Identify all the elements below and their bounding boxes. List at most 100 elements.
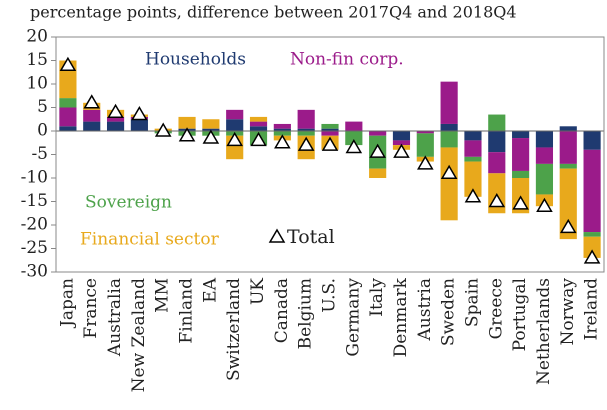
- bar-segment: [59, 126, 77, 131]
- x-tick-label: Germany: [343, 278, 363, 357]
- x-tick-label: Italy: [367, 278, 387, 317]
- bar-segment: [59, 107, 77, 127]
- bar-segment: [416, 131, 434, 134]
- bar-segment: [106, 121, 125, 131]
- total-marker: [321, 136, 339, 151]
- bar-segment: [106, 116, 125, 122]
- total-marker: [488, 193, 506, 208]
- x-tick-label: Australia: [105, 278, 125, 357]
- x-tick-label: Finland: [177, 278, 197, 344]
- x-tick-label: Japan: [57, 278, 77, 329]
- bar-segment: [83, 121, 101, 131]
- bar-segment: [297, 131, 315, 136]
- bar-segment: [83, 109, 101, 122]
- bar-segment: [297, 109, 315, 129]
- bar-segment: [226, 119, 244, 131]
- bar-segment: [464, 131, 482, 141]
- bar-segment: [512, 131, 530, 139]
- total-marker: [274, 134, 291, 149]
- total-marker: [583, 249, 601, 264]
- bar-segment: [440, 131, 458, 148]
- bar-segment: [583, 131, 601, 150]
- bar-segment: [321, 123, 339, 129]
- bar-segment: [178, 116, 196, 129]
- total-marker: [59, 56, 77, 71]
- total-marker: [226, 131, 244, 147]
- total-marker: [345, 138, 363, 154]
- y-tick-label: 5: [37, 97, 48, 117]
- y-tick-label: -30: [21, 262, 48, 282]
- bar-segment: [464, 156, 482, 162]
- x-tick-label: Portugal: [510, 278, 530, 351]
- bar-segment: [59, 98, 77, 108]
- bar-segment: [488, 152, 506, 174]
- legend-marker: [268, 228, 286, 243]
- x-tick-label: Norway: [558, 278, 578, 346]
- y-tick-label: -15: [21, 191, 48, 211]
- bar-segment: [559, 163, 577, 169]
- total-marker: [559, 218, 577, 234]
- bar-segment: [535, 131, 554, 148]
- bar-segment: [488, 131, 506, 153]
- plot-frame: [55, 36, 605, 273]
- bar-segment: [226, 109, 244, 120]
- bar-segment: [535, 147, 554, 164]
- bar-segment: [321, 128, 339, 131]
- y-tick-label: 15: [26, 50, 48, 70]
- x-tick-label: Ireland: [582, 278, 602, 340]
- x-tick-label: Netherlands: [534, 278, 554, 385]
- bar-segment: [559, 168, 577, 240]
- x-tick-label: U.S.: [320, 278, 340, 313]
- total-marker: [83, 94, 101, 109]
- y-tick-label: -25: [21, 238, 48, 258]
- bar-segment: [297, 128, 315, 131]
- x-tick-label: Switzerland: [224, 278, 244, 381]
- bar-segment: [345, 121, 363, 131]
- x-tick-label: France: [81, 278, 101, 339]
- x-tick-label: Denmark: [391, 277, 411, 357]
- bar-segment: [249, 116, 268, 122]
- y-tick-label: 10: [26, 74, 48, 94]
- x-tick-label: Spain: [462, 278, 482, 327]
- bar-segment: [440, 81, 458, 124]
- bar-segment: [583, 149, 601, 233]
- total-marker: [131, 106, 148, 121]
- bar-segment: [392, 131, 411, 141]
- legend-label: Financial sector: [80, 230, 220, 250]
- bar-segment: [583, 232, 601, 237]
- total-marker: [297, 136, 315, 151]
- x-tick-label: EA: [200, 277, 220, 302]
- total-marker: [464, 188, 482, 203]
- bar-segment: [202, 119, 220, 129]
- total-marker: [512, 195, 529, 210]
- total-marker: [107, 103, 124, 118]
- bar-segment: [416, 133, 434, 157]
- x-tick-label: UK: [248, 278, 268, 305]
- bar-segment: [512, 138, 530, 171]
- total-marker: [536, 197, 553, 212]
- y-tick-label: 20: [26, 27, 48, 47]
- bar-segment: [440, 147, 458, 221]
- bar-segment: [345, 131, 363, 146]
- legend-label: Sovereign: [85, 193, 172, 213]
- total-marker: [202, 129, 220, 144]
- bar-segment: [392, 140, 411, 146]
- total-marker: [250, 131, 267, 147]
- y-tick-label: -10: [21, 168, 48, 188]
- bar-segment: [130, 119, 148, 131]
- bar-segment: [369, 168, 387, 178]
- total-marker: [393, 143, 410, 158]
- bar-segment: [559, 131, 577, 164]
- bar-segment: [249, 121, 268, 127]
- bar-segment: [321, 131, 339, 136]
- bar-segment: [273, 131, 291, 136]
- bar-segment: [535, 163, 554, 195]
- bar-segment: [464, 161, 482, 197]
- total-marker: [440, 164, 458, 180]
- x-tick-label: MM: [153, 278, 173, 313]
- bar-segment: [464, 140, 482, 157]
- bar-segment: [559, 126, 577, 131]
- x-tick-label: New Zealand: [129, 278, 149, 392]
- legend-label: Households: [145, 50, 246, 70]
